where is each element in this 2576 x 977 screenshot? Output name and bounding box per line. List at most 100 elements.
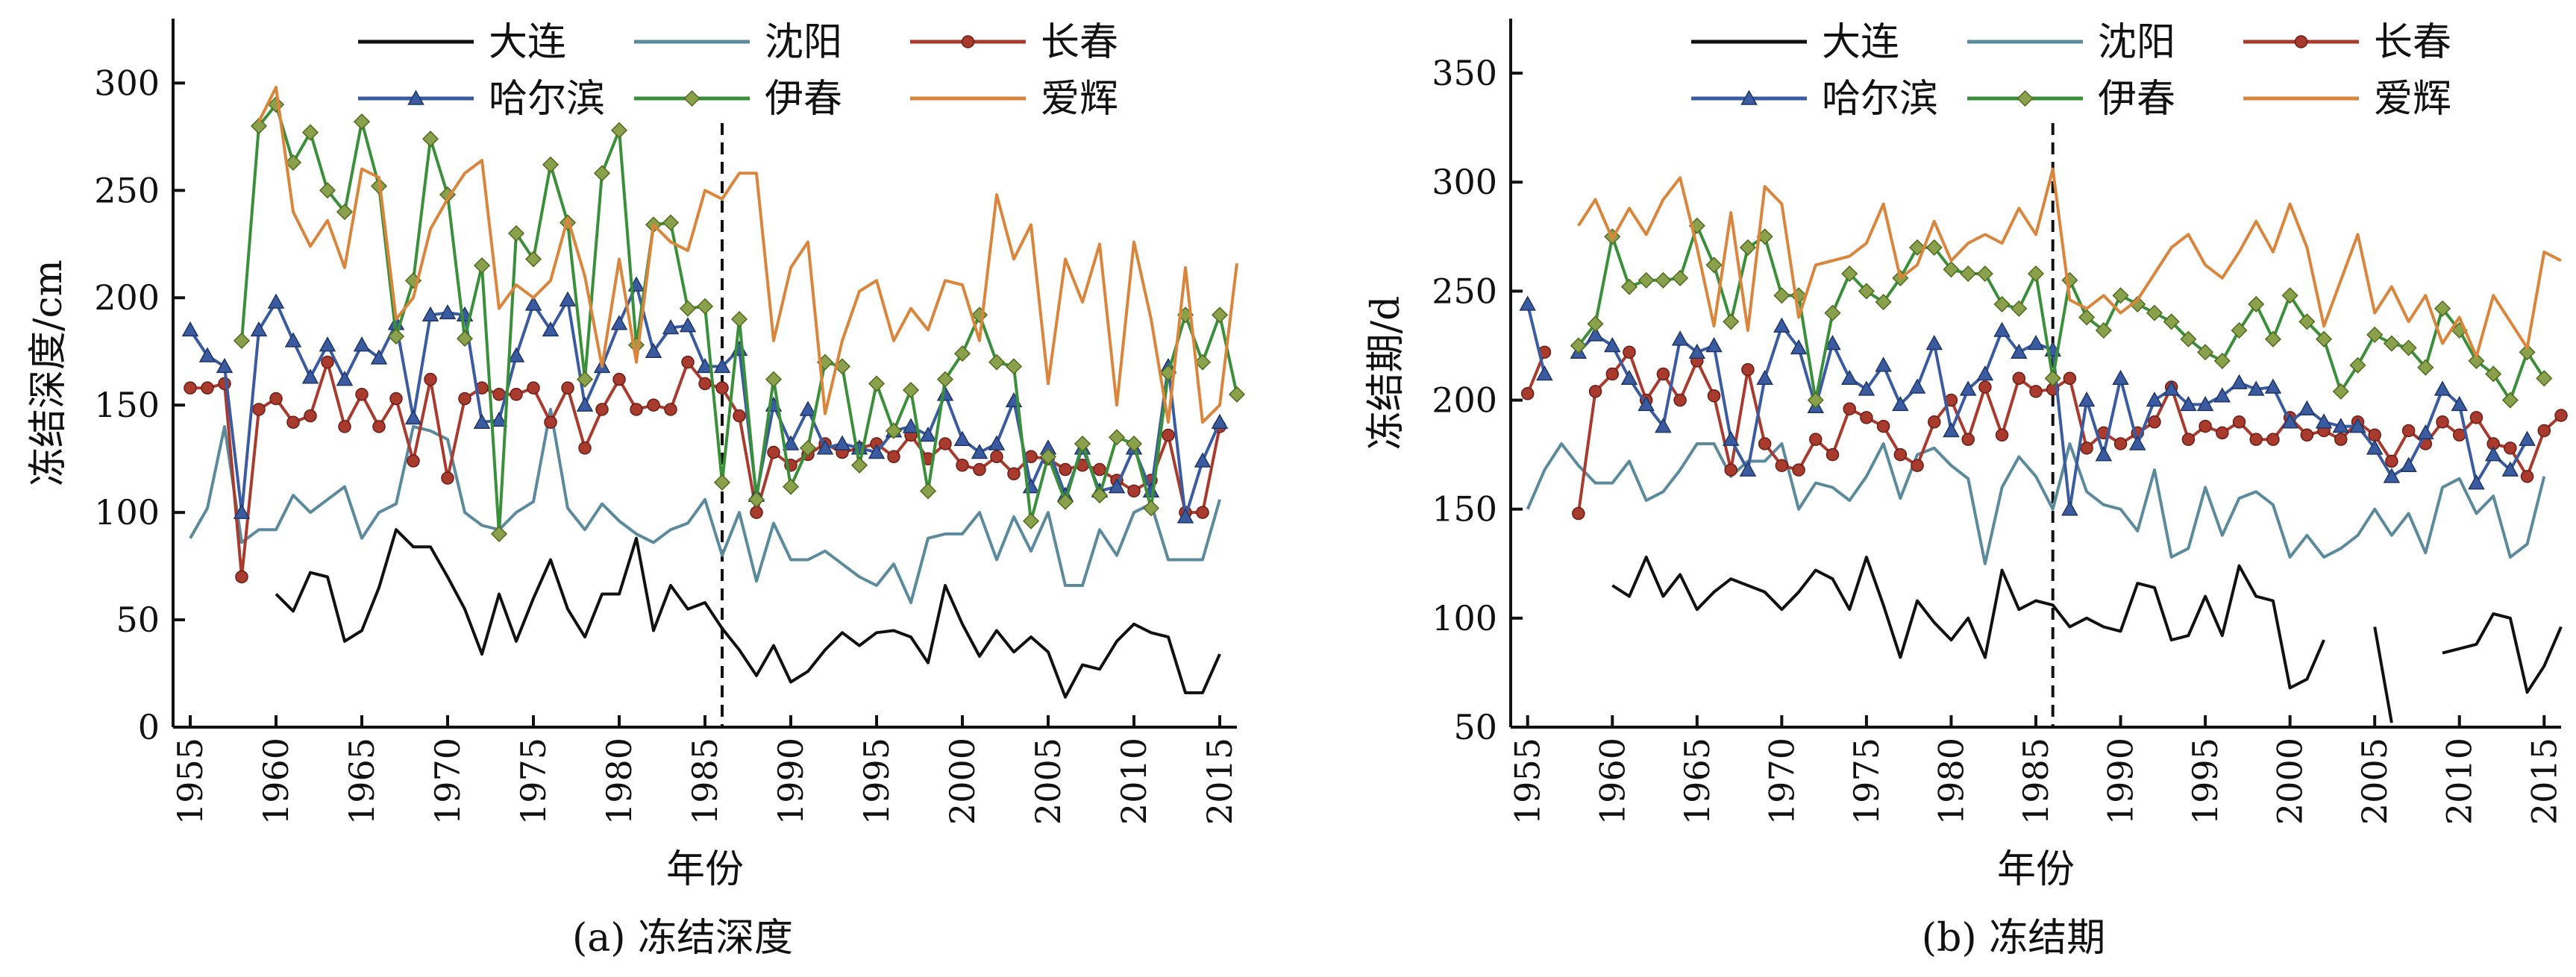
data-point <box>1809 433 1823 446</box>
data-point <box>1059 462 1072 477</box>
data-point <box>698 377 712 391</box>
legend-label: 爱辉 <box>1041 77 1118 122</box>
data-point <box>1858 380 1875 396</box>
data-point <box>1875 356 1892 372</box>
data-point <box>988 435 1006 450</box>
data-point <box>1007 467 1021 481</box>
data-point <box>1655 418 1672 433</box>
data-point <box>2298 400 2316 415</box>
data-point <box>1688 343 1706 359</box>
data-point <box>767 445 780 459</box>
data-point <box>1876 419 1890 433</box>
data-point <box>1824 304 1841 321</box>
data-point <box>319 336 336 352</box>
data-point <box>490 525 508 542</box>
x-tick-label: 1990 <box>2101 738 2141 825</box>
data-point <box>2451 395 2469 412</box>
data-point <box>559 291 577 307</box>
data-point <box>1961 433 1975 446</box>
data-point <box>524 295 542 311</box>
data-point <box>2146 304 2163 321</box>
x-tick-label: 1965 <box>1677 738 1717 825</box>
data-point <box>2011 343 2028 359</box>
data-point <box>956 459 969 472</box>
data-point <box>1739 239 1756 256</box>
data-point <box>612 372 626 386</box>
data-point <box>1605 367 1620 381</box>
data-point <box>2469 411 2483 424</box>
x-tick-label: 1970 <box>427 738 468 825</box>
data-point <box>990 450 1003 464</box>
data-point <box>1790 339 1808 355</box>
legend-label: 哈尔滨 <box>489 77 605 122</box>
data-point <box>2519 430 2536 446</box>
data-point <box>1707 389 1721 403</box>
data-point <box>799 400 817 416</box>
data-point <box>1841 265 1858 283</box>
data-point <box>250 321 268 337</box>
data-point <box>2061 500 2078 516</box>
data-point <box>2061 271 2078 289</box>
series-6 <box>257 86 1238 424</box>
data-point <box>2180 330 2197 348</box>
data-point <box>524 251 542 268</box>
legend-label: 大连 <box>489 20 566 65</box>
x-tick-label: 1960 <box>1592 738 1632 825</box>
y-tick-label: 50 <box>1453 707 1497 747</box>
data-point <box>2519 344 2536 361</box>
x-tick-label: 2010 <box>2439 738 2480 825</box>
x-tick-label: 1995 <box>2185 738 2225 825</box>
series-5 <box>233 96 1246 542</box>
data-point <box>2180 395 2197 412</box>
data-point <box>1588 385 1602 398</box>
data-point <box>2247 380 2265 396</box>
data-point <box>424 372 437 386</box>
data-point <box>2095 321 2112 339</box>
data-point <box>490 411 508 427</box>
data-point <box>2300 428 2314 442</box>
data-point <box>1196 506 1209 519</box>
data-point <box>885 422 903 439</box>
data-point <box>1603 336 1621 353</box>
data-point <box>816 439 834 455</box>
y-tick-label: 250 <box>1432 271 1497 311</box>
data-point <box>2129 295 2146 312</box>
data-point <box>595 403 609 416</box>
x-tick-label: 2015 <box>2524 738 2564 825</box>
series-line <box>189 407 1221 604</box>
data-point <box>1826 447 1840 462</box>
data-point <box>2213 387 2231 403</box>
series-1 <box>1611 556 2563 723</box>
data-point <box>2332 383 2349 400</box>
data-point <box>198 347 216 362</box>
x-tick-label: 1965 <box>342 738 382 825</box>
data-point <box>593 165 611 182</box>
data-point <box>2501 392 2519 409</box>
data-point <box>1091 487 1109 504</box>
data-point <box>2366 326 2384 343</box>
data-point <box>233 503 251 519</box>
y-tick-label: 100 <box>1432 598 1497 638</box>
x-tick-label: 1980 <box>1931 738 1971 825</box>
legend-label: 爱辉 <box>2374 77 2451 122</box>
series-3 <box>184 355 1226 584</box>
data-point <box>319 182 336 199</box>
data-point <box>389 392 403 406</box>
data-point <box>1960 265 1977 283</box>
x-tick-label: 1955 <box>1508 738 1548 825</box>
data-point <box>1911 459 1924 472</box>
data-point <box>1142 500 1160 517</box>
data-point <box>1194 354 1212 371</box>
data-point <box>953 430 971 446</box>
data-point <box>286 415 300 429</box>
data-point <box>2298 313 2316 330</box>
data-point <box>696 357 714 374</box>
data-point <box>2029 385 2043 398</box>
x-tick-label: 2000 <box>2270 738 2310 825</box>
data-point <box>1978 380 1992 394</box>
data-point <box>1022 512 1040 530</box>
data-point <box>2231 321 2248 339</box>
data-point <box>1858 283 1875 300</box>
series-line <box>1577 224 2545 402</box>
